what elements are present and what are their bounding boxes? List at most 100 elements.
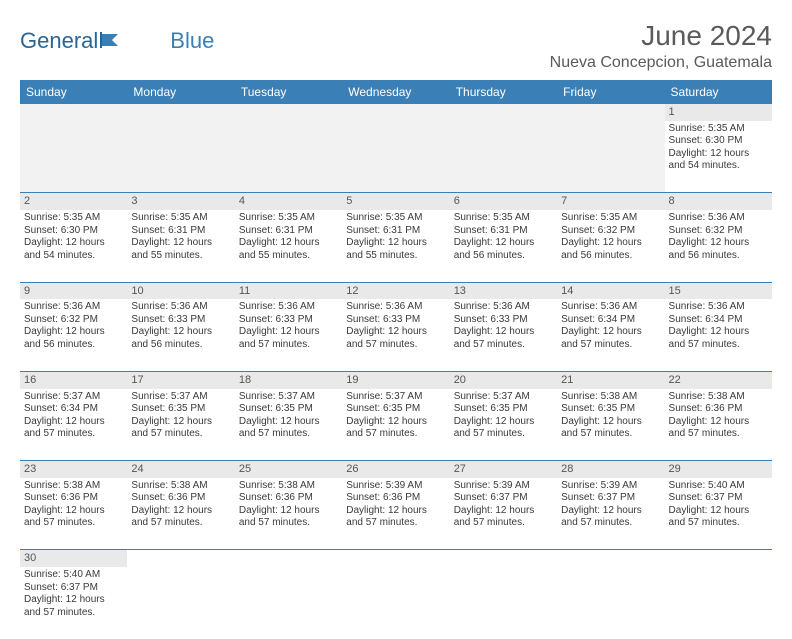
day-cell (557, 121, 664, 193)
day-content-row: Sunrise: 5:40 AMSunset: 6:37 PMDaylight:… (20, 567, 772, 639)
daylight2-text: and 57 minutes. (24, 607, 123, 620)
sunset-text: Sunset: 6:34 PM (561, 314, 660, 327)
sunset-text: Sunset: 6:37 PM (669, 492, 768, 505)
daylight1-text: Daylight: 12 hours (131, 416, 230, 429)
daynum-row: 16171819202122 (20, 371, 772, 388)
day-content-row: Sunrise: 5:36 AMSunset: 6:32 PMDaylight:… (20, 299, 772, 371)
sunrise-text: Sunrise: 5:35 AM (24, 212, 123, 225)
daynum-row: 9101112131415 (20, 282, 772, 299)
daynum-row: 23242526272829 (20, 461, 772, 478)
sunset-text: Sunset: 6:36 PM (131, 492, 230, 505)
day-number: 23 (20, 461, 127, 478)
day-number: 25 (235, 461, 342, 478)
day-number (127, 550, 234, 567)
daylight1-text: Daylight: 12 hours (669, 326, 768, 339)
sunset-text: Sunset: 6:35 PM (346, 403, 445, 416)
day-number: 1 (665, 104, 772, 121)
day-number (557, 104, 664, 121)
sunrise-text: Sunrise: 5:39 AM (346, 480, 445, 493)
daylight2-text: and 57 minutes. (239, 428, 338, 441)
daylight2-text: and 54 minutes. (669, 160, 768, 173)
day-header-row: Sunday Monday Tuesday Wednesday Thursday… (20, 80, 772, 104)
day-content: Sunrise: 5:39 AMSunset: 6:37 PMDaylight:… (561, 480, 660, 530)
day-cell: Sunrise: 5:35 AMSunset: 6:31 PMDaylight:… (450, 210, 557, 282)
day-number: 27 (450, 461, 557, 478)
daylight2-text: and 57 minutes. (454, 428, 553, 441)
day-number: 29 (665, 461, 772, 478)
day-number (450, 104, 557, 121)
sunrise-text: Sunrise: 5:35 AM (346, 212, 445, 225)
day-cell: Sunrise: 5:35 AMSunset: 6:31 PMDaylight:… (235, 210, 342, 282)
day-cell: Sunrise: 5:36 AMSunset: 6:33 PMDaylight:… (450, 299, 557, 371)
sunset-text: Sunset: 6:30 PM (24, 225, 123, 238)
daylight2-text: and 57 minutes. (561, 517, 660, 530)
daylight1-text: Daylight: 12 hours (346, 237, 445, 250)
sunset-text: Sunset: 6:37 PM (561, 492, 660, 505)
day-number: 16 (20, 371, 127, 388)
day-header-tue: Tuesday (235, 80, 342, 104)
sunset-text: Sunset: 6:32 PM (561, 225, 660, 238)
day-cell: Sunrise: 5:38 AMSunset: 6:36 PMDaylight:… (20, 478, 127, 550)
daylight1-text: Daylight: 12 hours (239, 237, 338, 250)
daylight2-text: and 56 minutes. (561, 250, 660, 263)
day-cell: Sunrise: 5:35 AMSunset: 6:30 PMDaylight:… (665, 121, 772, 193)
day-content: Sunrise: 5:39 AMSunset: 6:36 PMDaylight:… (346, 480, 445, 530)
day-number (342, 104, 449, 121)
sunrise-text: Sunrise: 5:38 AM (239, 480, 338, 493)
sunrise-text: Sunrise: 5:37 AM (346, 391, 445, 404)
day-number: 9 (20, 282, 127, 299)
day-cell (235, 567, 342, 639)
day-content-row: Sunrise: 5:35 AMSunset: 6:30 PMDaylight:… (20, 121, 772, 193)
day-content: Sunrise: 5:38 AMSunset: 6:36 PMDaylight:… (24, 480, 123, 530)
day-number (342, 550, 449, 567)
daynum-row: 2345678 (20, 193, 772, 210)
day-number: 2 (20, 193, 127, 210)
header: GeneralBlue June 2024 Nueva Concepcion, … (20, 20, 772, 72)
day-content: Sunrise: 5:35 AMSunset: 6:32 PMDaylight:… (561, 212, 660, 262)
sunset-text: Sunset: 6:35 PM (239, 403, 338, 416)
day-cell: Sunrise: 5:35 AMSunset: 6:30 PMDaylight:… (20, 210, 127, 282)
day-cell: Sunrise: 5:35 AMSunset: 6:31 PMDaylight:… (342, 210, 449, 282)
day-cell: Sunrise: 5:36 AMSunset: 6:33 PMDaylight:… (235, 299, 342, 371)
day-cell: Sunrise: 5:36 AMSunset: 6:34 PMDaylight:… (665, 299, 772, 371)
day-cell (450, 121, 557, 193)
daylight1-text: Daylight: 12 hours (561, 416, 660, 429)
sunset-text: Sunset: 6:37 PM (454, 492, 553, 505)
sunrise-text: Sunrise: 5:36 AM (561, 301, 660, 314)
day-content: Sunrise: 5:37 AMSunset: 6:34 PMDaylight:… (24, 391, 123, 441)
sunrise-text: Sunrise: 5:38 AM (561, 391, 660, 404)
day-cell (342, 567, 449, 639)
daylight2-text: and 57 minutes. (561, 339, 660, 352)
day-cell: Sunrise: 5:36 AMSunset: 6:32 PMDaylight:… (665, 210, 772, 282)
sunrise-text: Sunrise: 5:36 AM (131, 301, 230, 314)
day-content: Sunrise: 5:37 AMSunset: 6:35 PMDaylight:… (131, 391, 230, 441)
daylight1-text: Daylight: 12 hours (131, 505, 230, 518)
day-number: 28 (557, 461, 664, 478)
sunset-text: Sunset: 6:35 PM (561, 403, 660, 416)
sunset-text: Sunset: 6:31 PM (346, 225, 445, 238)
daylight1-text: Daylight: 12 hours (454, 237, 553, 250)
day-content: Sunrise: 5:38 AMSunset: 6:35 PMDaylight:… (561, 391, 660, 441)
daylight2-text: and 57 minutes. (131, 428, 230, 441)
sunset-text: Sunset: 6:31 PM (239, 225, 338, 238)
sunrise-text: Sunrise: 5:36 AM (669, 301, 768, 314)
day-cell: Sunrise: 5:36 AMSunset: 6:32 PMDaylight:… (20, 299, 127, 371)
sunrise-text: Sunrise: 5:36 AM (669, 212, 768, 225)
day-content-row: Sunrise: 5:37 AMSunset: 6:34 PMDaylight:… (20, 389, 772, 461)
daylight2-text: and 57 minutes. (669, 339, 768, 352)
day-cell: Sunrise: 5:36 AMSunset: 6:34 PMDaylight:… (557, 299, 664, 371)
daynum-row: 30 (20, 550, 772, 567)
day-cell: Sunrise: 5:38 AMSunset: 6:35 PMDaylight:… (557, 389, 664, 461)
daylight1-text: Daylight: 12 hours (24, 326, 123, 339)
day-number: 5 (342, 193, 449, 210)
sunrise-text: Sunrise: 5:38 AM (669, 391, 768, 404)
calendar-table: Sunday Monday Tuesday Wednesday Thursday… (20, 80, 772, 639)
daylight2-text: and 55 minutes. (131, 250, 230, 263)
day-content: Sunrise: 5:37 AMSunset: 6:35 PMDaylight:… (346, 391, 445, 441)
daylight2-text: and 55 minutes. (346, 250, 445, 263)
day-content: Sunrise: 5:37 AMSunset: 6:35 PMDaylight:… (239, 391, 338, 441)
flag-icon (100, 28, 120, 54)
day-number: 22 (665, 371, 772, 388)
daylight2-text: and 57 minutes. (239, 339, 338, 352)
logo-text-general: General (20, 28, 98, 54)
